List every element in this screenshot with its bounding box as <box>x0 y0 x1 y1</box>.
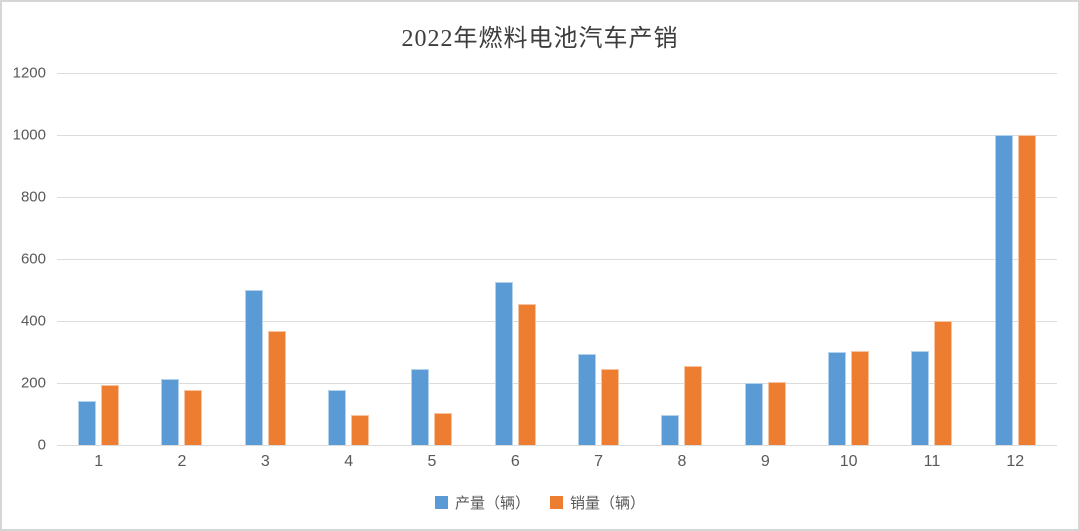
legend-label: 销量（辆） <box>570 495 646 512</box>
bar-销量（辆）-month-8 <box>684 365 703 445</box>
x-tick-label-5: 5 <box>427 453 437 470</box>
bar-group-month-2 <box>140 73 223 445</box>
bar-产量（辆）-month-10 <box>828 351 847 445</box>
y-tick-label-0: 0 <box>37 436 46 454</box>
bar-销量（辆）-month-7 <box>601 369 620 445</box>
y-tick-label-600: 600 <box>20 250 46 268</box>
bar-销量（辆）-month-2 <box>184 389 203 445</box>
bar-产量（辆）-month-9 <box>744 383 763 445</box>
plot-area: 0 200 400 600 800 1000 1200 <box>13 65 1057 454</box>
bar-产量（辆）-month-3 <box>244 290 263 445</box>
bar-group-month-6 <box>474 73 557 445</box>
bar-group-month-1 <box>57 73 140 445</box>
bar-销量（辆）-month-10 <box>851 351 870 445</box>
x-tick-label-4: 4 <box>344 453 354 470</box>
bar-groups <box>57 73 1057 445</box>
gridline-600 <box>57 259 1057 260</box>
bar-销量（辆）-month-6 <box>517 303 536 445</box>
bar-group-month-9 <box>724 73 807 445</box>
legend: 产量（辆） 销量（辆） <box>2 492 1078 513</box>
x-tick-label-12: 12 <box>1006 453 1025 470</box>
bar-group-month-8 <box>640 73 723 445</box>
bar-产量（辆）-month-11 <box>911 351 930 445</box>
legend-label: 产量（辆） <box>454 495 530 512</box>
legend-swatch-icon <box>434 496 448 509</box>
y-tick-label-200: 200 <box>20 374 46 392</box>
bar-group-month-3 <box>224 73 307 445</box>
gridline-0 <box>57 445 1057 446</box>
bar-group-month-11 <box>890 73 973 445</box>
bar-产量（辆）-month-7 <box>578 354 597 445</box>
x-tick-label-10: 10 <box>839 453 858 470</box>
bar-group-month-5 <box>390 73 473 445</box>
bar-group-month-7 <box>557 73 640 445</box>
x-axis-labels: 1 2 3 4 5 6 7 8 9 10 11 12 <box>57 453 1057 471</box>
y-tick-label-800: 800 <box>20 188 46 206</box>
bar-产量（辆）-month-1 <box>78 400 97 445</box>
bar-销量（辆）-month-11 <box>934 321 953 445</box>
x-tick-label-3: 3 <box>260 453 270 470</box>
y-tick-label-400: 400 <box>20 312 46 330</box>
bar-销量（辆）-month-5 <box>434 412 453 445</box>
gridline-1000 <box>57 135 1057 136</box>
bar-产量（辆）-month-6 <box>494 281 513 445</box>
bar-产量（辆）-month-2 <box>161 378 180 445</box>
gridline-400 <box>57 321 1057 322</box>
bar-销量（辆）-month-12 <box>1017 135 1036 445</box>
bar-销量（辆）-month-3 <box>267 330 286 445</box>
bar-产量（辆）-month-12 <box>994 135 1013 445</box>
bar-产量（辆）-month-8 <box>661 414 680 445</box>
x-tick-label-6: 6 <box>510 453 520 470</box>
y-tick-label-1200: 1200 <box>12 64 46 82</box>
bar-group-month-12 <box>974 73 1057 445</box>
gridline-200 <box>57 383 1057 384</box>
bar-产量（辆）-month-5 <box>411 369 430 445</box>
legend-item-销量（辆）: 销量（辆） <box>550 492 645 513</box>
gridline-1200 <box>57 73 1057 74</box>
chart-title: 2022年燃料电池汽车产销 <box>401 26 679 52</box>
y-tick-label-1000: 1000 <box>12 126 46 144</box>
bar-销量（辆）-month-1 <box>101 385 120 445</box>
x-tick-label-7: 7 <box>594 453 604 470</box>
legend-swatch-icon <box>550 496 563 509</box>
legend-item-产量（辆）: 产量（辆） <box>434 492 530 513</box>
x-tick-label-2: 2 <box>177 453 187 470</box>
bar-产量（辆）-month-4 <box>328 389 347 445</box>
x-tick-label-11: 11 <box>923 453 941 470</box>
gridline-800 <box>57 197 1057 198</box>
x-tick-label-9: 9 <box>760 453 770 470</box>
bar-group-month-4 <box>307 73 390 445</box>
x-tick-label-8: 8 <box>677 453 687 470</box>
bar-group-month-10 <box>807 73 890 445</box>
bar-销量（辆）-month-4 <box>351 415 370 445</box>
x-tick-label-1: 1 <box>94 453 104 470</box>
bar-销量（辆）-month-9 <box>767 382 786 445</box>
